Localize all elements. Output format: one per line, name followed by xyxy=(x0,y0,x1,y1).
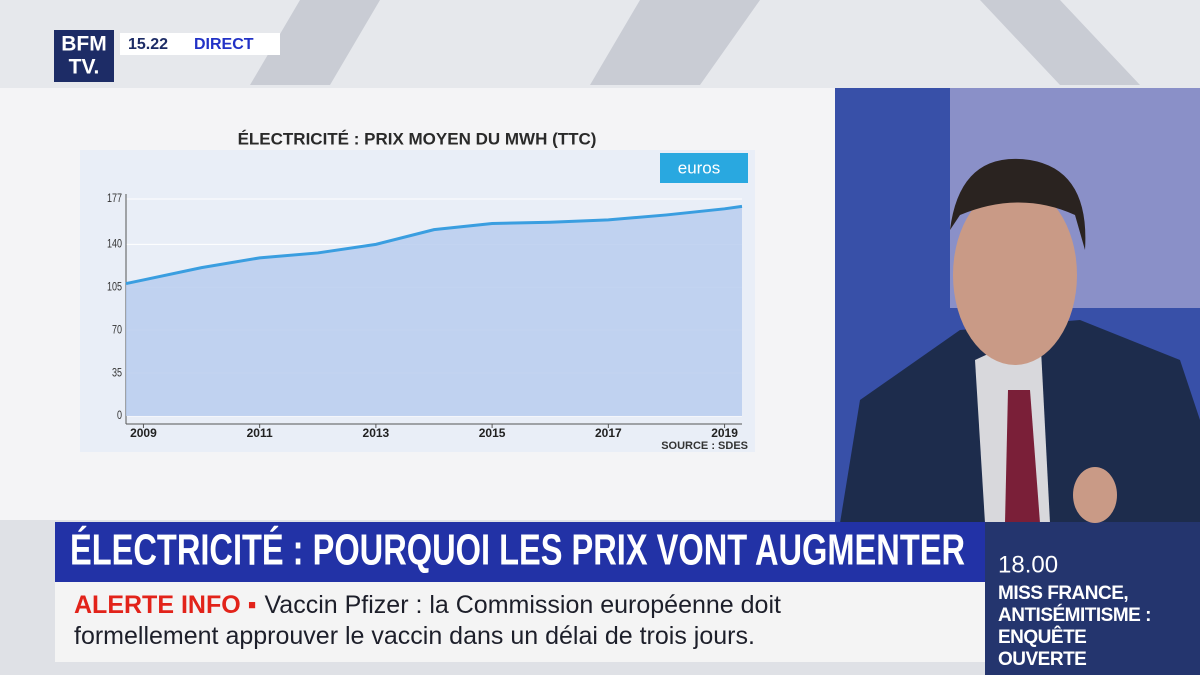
chart-title: ÉLECTRICITÉ : PRIX MOYEN DU MWH (TTC) xyxy=(238,129,597,148)
ticker-bar xyxy=(55,582,985,662)
presenter-hair xyxy=(950,158,1086,250)
x-tick-label: 2019 xyxy=(711,426,738,440)
unit-box xyxy=(660,153,748,183)
clock: 15.22 xyxy=(128,36,168,53)
presenter-face xyxy=(953,185,1077,365)
studio-shape xyxy=(250,0,1140,85)
presenter-tie xyxy=(1005,390,1040,523)
x-tick-label: 2011 xyxy=(247,426,273,440)
next-face xyxy=(1073,467,1117,523)
ticker: ALERTE INFO ▪ Vaccin Pfizer : la Commissi… xyxy=(74,590,894,652)
next-time: 18.00 xyxy=(998,551,1058,578)
live: DIRECT xyxy=(194,36,254,53)
y-tick-label: 105 xyxy=(107,280,122,294)
y-tick-label: 177 xyxy=(107,192,122,206)
logo-box xyxy=(54,30,114,82)
logo-bottom: TV. xyxy=(69,56,100,79)
x-tick-label: 2013 xyxy=(363,426,390,440)
ticker-label: ALERTE INFO ▪ xyxy=(74,591,257,619)
next-title: MISS FRANCE, ANTISÉMITISME : ENQUÊTE OUV… xyxy=(998,583,1151,670)
unit-label: euros xyxy=(678,158,721,177)
y-tick-label: 70 xyxy=(112,323,122,337)
y-tick-label: 35 xyxy=(112,366,122,380)
line xyxy=(125,204,743,286)
x-tick-label: 2017 xyxy=(595,426,622,440)
clock-box xyxy=(120,33,280,55)
headline: ÉLECTRICITÉ : POURQUOI LES PRIX VONT AUG… xyxy=(70,525,965,575)
y-tick-label: 0 xyxy=(117,409,122,423)
x-tick-label: 2015 xyxy=(479,426,506,440)
ticker-text: Vaccin Pfizer : la Commission européenne… xyxy=(74,591,781,650)
logo-top: BFM xyxy=(61,33,107,56)
y-tick-label: 140 xyxy=(107,237,122,251)
next-box xyxy=(985,522,1200,675)
headline-bar xyxy=(55,522,985,582)
source: SOURCE : SDES xyxy=(661,440,748,452)
area xyxy=(126,206,742,416)
chart: ÉLECTRICITÉ : PRIX MOYEN DU MWH (TTC) eur… xyxy=(107,129,748,452)
x-tick-label: 2009 xyxy=(130,426,157,440)
